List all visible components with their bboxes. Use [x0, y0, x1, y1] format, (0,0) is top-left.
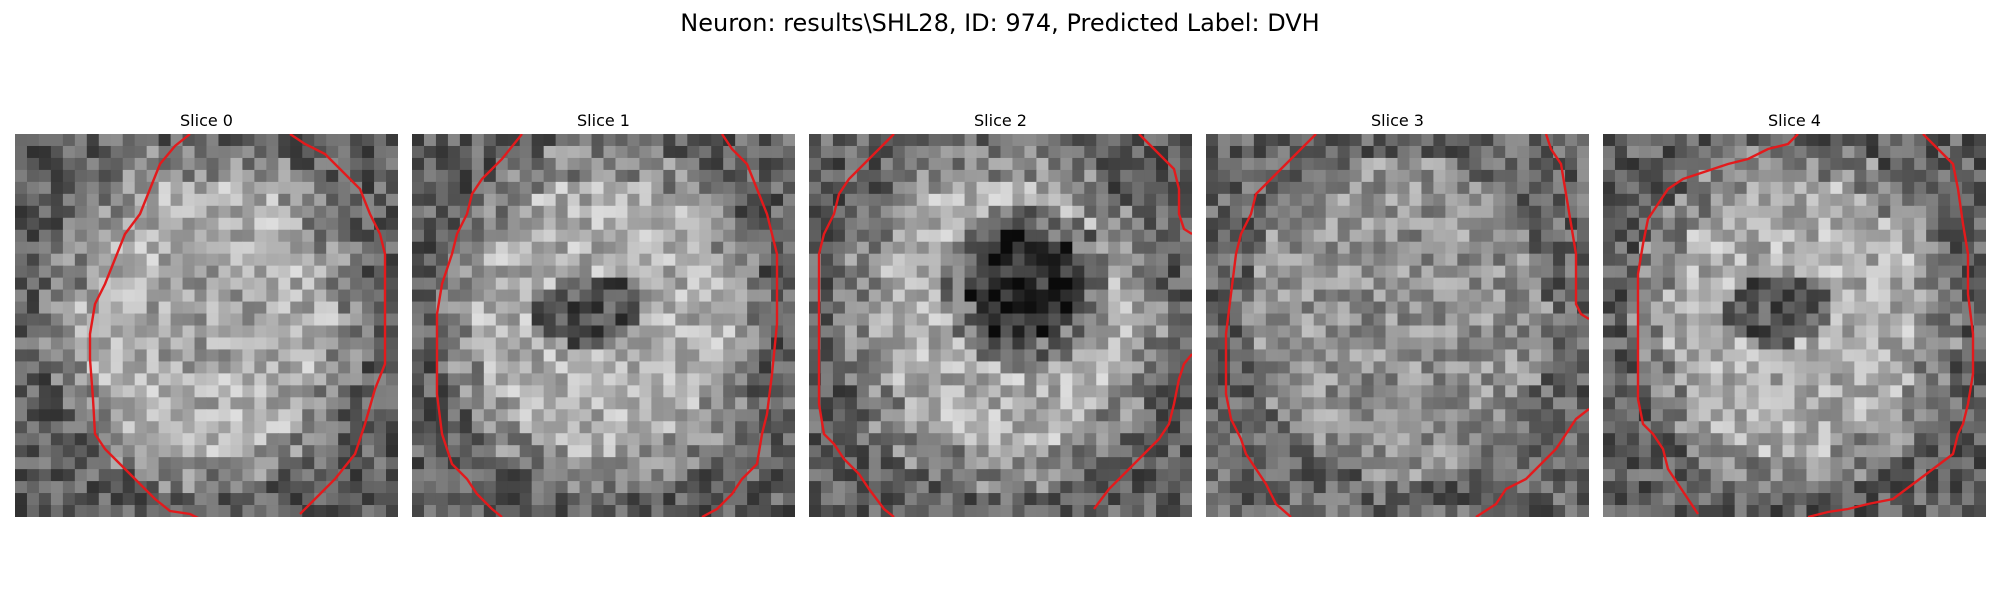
slice-title: Slice 3: [1371, 111, 1424, 130]
slice-image-0: [15, 134, 398, 517]
slice-panel-0: Slice 0: [15, 108, 398, 517]
slice-image-3: [1206, 134, 1589, 517]
slice-panel-1: Slice 1: [412, 108, 795, 517]
slice-panel-3: Slice 3: [1206, 108, 1589, 517]
slice-title: Slice 0: [180, 111, 233, 130]
slice-image-4: [1603, 134, 1986, 517]
slice-title: Slice 2: [974, 111, 1027, 130]
slice-image-1: [412, 134, 795, 517]
slice-title: Slice 4: [1768, 111, 1821, 130]
slice-panel-4: Slice 4: [1603, 108, 1986, 517]
slice-title: Slice 1: [577, 111, 630, 130]
figure-title: Neuron: results\SHL28, ID: 974, Predicte…: [680, 9, 1320, 37]
slice-image-2: [809, 134, 1192, 517]
slice-panel-2: Slice 2: [809, 108, 1192, 517]
